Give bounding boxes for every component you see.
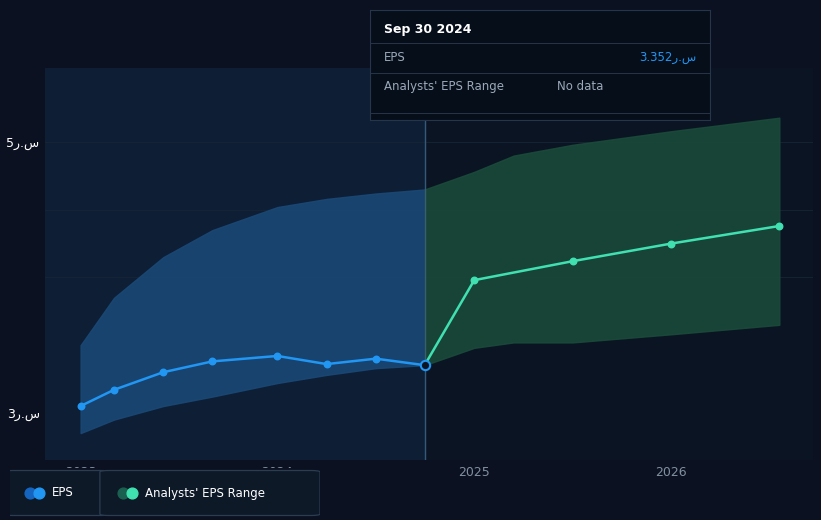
Bar [45, 68, 424, 460]
Point [24, 489, 37, 497]
Point [271, 352, 284, 360]
Point [157, 368, 170, 376]
Point [74, 402, 87, 410]
Text: 3.352ر.س: 3.352ر.س [640, 51, 696, 64]
Point [117, 489, 130, 497]
Point [369, 355, 383, 363]
Point [773, 222, 786, 230]
Text: Sep 30 2024: Sep 30 2024 [383, 23, 471, 36]
Text: Analysts' EPS Range: Analysts' EPS Range [144, 487, 265, 500]
Point [320, 360, 333, 368]
FancyBboxPatch shape [100, 471, 320, 515]
Text: No data: No data [557, 81, 603, 94]
Text: EPS: EPS [383, 51, 406, 64]
Point [206, 357, 219, 366]
Text: Analysts Forecasts: Analysts Forecasts [433, 84, 543, 97]
Text: Analysts' EPS Range: Analysts' EPS Range [383, 81, 503, 94]
Point [126, 489, 139, 497]
Point [418, 361, 431, 369]
Point [33, 489, 46, 497]
Point [664, 239, 677, 248]
Point [566, 257, 580, 265]
FancyBboxPatch shape [4, 471, 109, 515]
Point [108, 386, 121, 394]
Text: Actual: Actual [380, 84, 417, 97]
Text: EPS: EPS [52, 487, 74, 500]
Point [468, 276, 481, 284]
Point [418, 361, 431, 369]
